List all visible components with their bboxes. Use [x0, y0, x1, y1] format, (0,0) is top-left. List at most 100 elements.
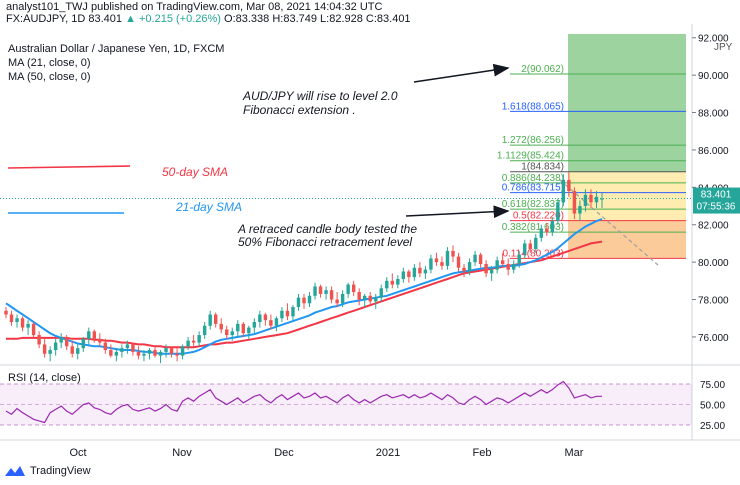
candle-body [15, 318, 19, 322]
candle-body [42, 344, 47, 354]
candle-body [407, 271, 411, 278]
publisher-line: analyst101_TWJ published on TradingView.… [6, 1, 383, 13]
rsi-tick-label: 75.00 [700, 380, 725, 391]
candle-body [550, 221, 555, 233]
retrace-annotation-line1: A retraced candle body tested the [237, 222, 417, 236]
candle-body [478, 254, 483, 265]
fib-upper-zone [568, 34, 686, 172]
candle-body [418, 267, 422, 274]
fib-level-label: 0.786(83.715) [502, 183, 564, 194]
fib-level-label: 1.1129(85.424) [497, 151, 564, 162]
rise-annotation-line1: AUD/JPY will rise to level 2.0 [242, 89, 398, 103]
candle-body [561, 179, 566, 203]
candle-body [368, 295, 372, 302]
candle-body [423, 269, 428, 274]
candle-body [473, 254, 477, 263]
candle-body [534, 237, 538, 250]
time-tick-label: 2021 [376, 447, 400, 459]
candle-body [241, 323, 246, 334]
candle-body [131, 344, 135, 352]
brand-name: TradingView [30, 465, 91, 477]
candle-body [219, 323, 223, 330]
candle-body [467, 262, 472, 272]
symbol-label[interactable]: FX:AUDJPY, 1D [6, 13, 86, 25]
chart-header: analyst101_TWJ published on TradingView.… [0, 0, 740, 25]
price-tick-label: 76.000 [698, 333, 729, 344]
candle-body [583, 194, 588, 207]
fibonacci-extension-zone [568, 34, 686, 259]
sma50-key-line [7, 165, 131, 169]
time-axis[interactable]: Oct Nov Dec 2021 Feb Mar [69, 447, 583, 459]
candle-body [114, 351, 119, 356]
candle-body [589, 194, 593, 203]
fib-level-label: 1.272(86.256) [502, 135, 564, 146]
retrace-annotation-line2: 50% Fibonacci retracement level [238, 235, 412, 249]
candlesticks [4, 172, 604, 364]
trend-line-dashed [559, 179, 659, 266]
time-tick-label: Oct [69, 447, 86, 459]
candle-body [440, 262, 444, 266]
time-tick-label: Feb [473, 447, 492, 459]
candle-body [4, 310, 8, 315]
price-tick-label: 80.000 [698, 258, 729, 269]
candle-body [506, 264, 510, 270]
candle-body [572, 191, 577, 214]
price-tick-label: 86.000 [698, 146, 729, 157]
rsi-axis: 75.00 50.00 25.00 [700, 380, 725, 432]
legend-title: Australian Dollar / Japanese Yen, 1D, FX… [8, 43, 224, 55]
candle-body [318, 286, 323, 294]
footer-brand[interactable]: TradingView [4, 462, 91, 480]
candle-body [164, 348, 168, 352]
candle-body [92, 331, 97, 339]
candle-body [76, 348, 80, 354]
candle-body [390, 280, 395, 285]
rsi-band [0, 384, 692, 425]
price-tick-label: 88.000 [698, 109, 729, 120]
candle-body [81, 338, 85, 349]
tradingview-logo-icon [5, 466, 25, 476]
candle-body [500, 260, 505, 265]
candle-body [70, 346, 74, 354]
candle-body [489, 269, 494, 274]
candle-body [401, 271, 406, 279]
rsi-line [5, 380, 602, 424]
price-change: ▲ +0.215 (+0.26%) [125, 13, 221, 25]
candle-body [103, 342, 108, 351]
candle-body [98, 338, 102, 343]
candle-body [511, 264, 516, 270]
candle-body [340, 293, 345, 304]
candle-body [307, 295, 312, 304]
candle-body [236, 323, 240, 332]
candle-body [208, 314, 212, 326]
rise-annotation-line2: Fibonacci extension . [243, 103, 356, 117]
candle-body [213, 314, 218, 324]
sma21-annotation: 21-day SMA [175, 200, 242, 214]
rsi-tick-label: 50.00 [700, 401, 725, 412]
legend-ma21: MA (21, close, 0) [8, 57, 91, 69]
fib-level-label: 1.618(88.065) [502, 101, 564, 112]
candle-body [59, 336, 63, 343]
candle-body [197, 335, 201, 343]
candle-body [9, 314, 14, 322]
candle-body [120, 348, 124, 352]
symbol-info-line: FX:AUDJPY, 1D 83.401 ▲ +0.215 (+0.26%) O… [6, 13, 411, 25]
candle-body [175, 353, 179, 356]
candle-body [351, 284, 356, 293]
candle-body [31, 323, 36, 336]
candle-body [247, 327, 251, 334]
candle-body [528, 243, 532, 250]
fibonacci-labels: 2(90.062) 1.618(88.065) 1.272(86.256) 1.112… [497, 64, 564, 259]
candle-body [186, 340, 190, 347]
fib-level-label: 0.618(82.837) [502, 199, 564, 210]
candle-body [329, 290, 334, 300]
candle-body [142, 353, 146, 356]
bar-countdown: 07:55:36 [697, 202, 736, 213]
candle-body [263, 314, 268, 321]
candle-body [153, 350, 157, 356]
price-axis-unit: JPY [714, 42, 733, 53]
candle-body [274, 318, 279, 326]
fibonacci-levels [510, 73, 686, 259]
candle-body [191, 340, 196, 343]
current-price-value: 83.401 [701, 190, 732, 201]
